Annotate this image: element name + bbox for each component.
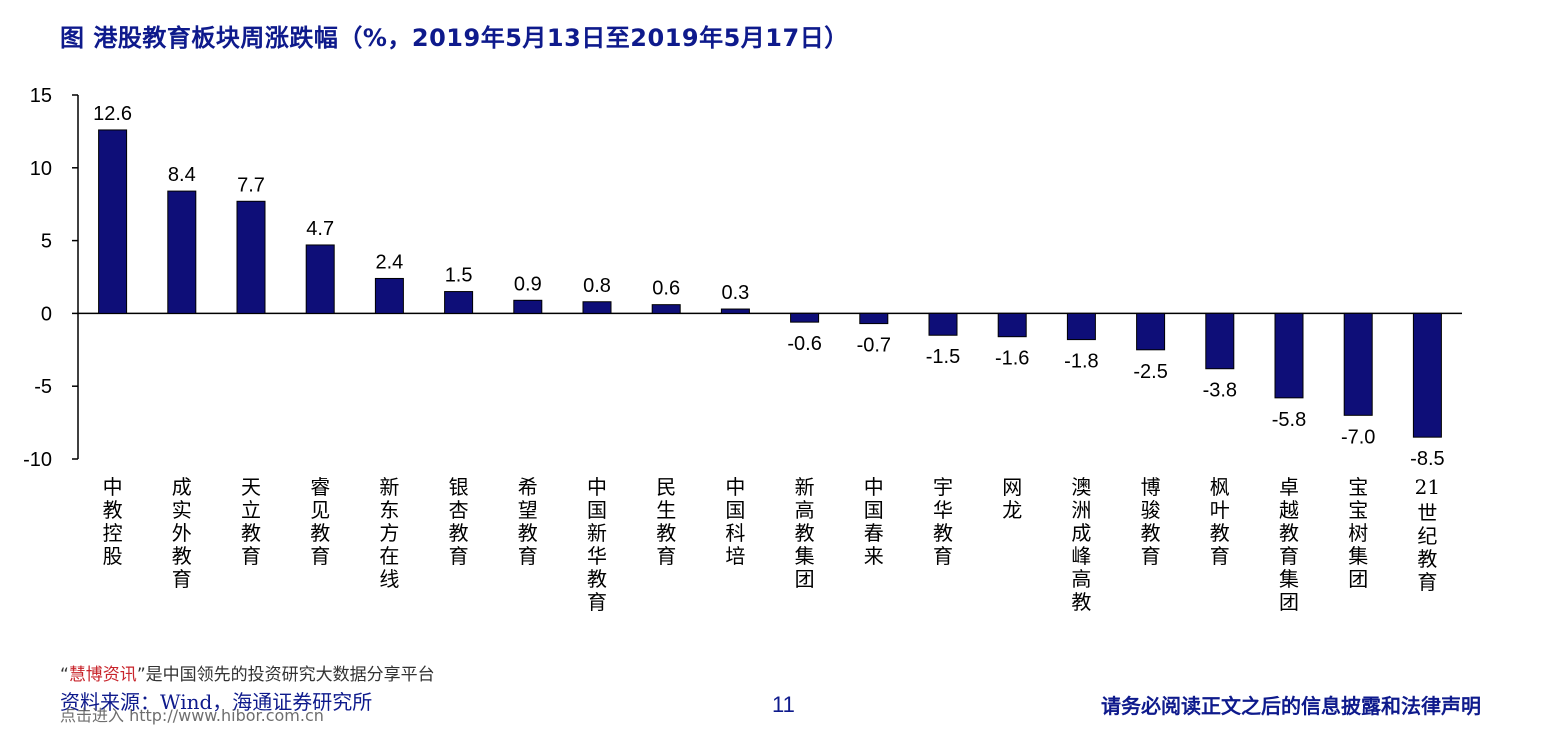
data-label: 0.8: [583, 275, 611, 297]
bar-chart: 15 10 5 0 -5 -10 12.6 中教控股 8.4 成实外教育 7.7 天立教育 4.7 睿见…: [23, 85, 1462, 614]
bar: [582, 301, 612, 314]
data-label: -1.6: [995, 348, 1029, 370]
category-label: 卓越教育集团: [1279, 475, 1299, 614]
category-label: 中国新华教育: [587, 475, 607, 614]
y-tick-label: 15: [30, 85, 52, 107]
category-label: 宇华教育: [933, 475, 953, 568]
watermark-text: 是中国领先的投资研究大数据分享平台: [145, 665, 435, 685]
data-label: -2.5: [1133, 361, 1167, 383]
category-label: 宝宝树集团: [1348, 475, 1368, 591]
bar: [236, 200, 266, 314]
category-label: 银杏教育: [449, 475, 469, 568]
bar: [167, 190, 197, 314]
bar: [374, 277, 404, 314]
y-tick-label: -10: [23, 449, 52, 471]
watermark-quote-open: “: [60, 665, 69, 685]
category-label: 中国科培: [725, 475, 745, 568]
category-label: 新东方在线: [379, 475, 399, 591]
chart-title: 图 港股教育板块周涨跌幅（%，2019年5月13日至2019年5月17日）: [60, 24, 849, 52]
category-label: 新高教集团: [795, 475, 815, 591]
bar: [1066, 312, 1096, 341]
category-label: 希望教育: [518, 475, 538, 568]
data-label: -0.7: [857, 335, 891, 357]
data-label: 0.3: [721, 282, 749, 304]
watermark-quote-close: ”: [136, 665, 146, 685]
bars: [98, 129, 1442, 438]
bar: [720, 308, 750, 314]
data-label: 4.7: [306, 218, 334, 240]
category-label: 网龙: [1002, 475, 1022, 522]
bar: [444, 291, 474, 314]
category-label: 睿见教育: [310, 475, 330, 568]
page-number: 11: [772, 692, 795, 717]
labels: 12.6 中教控股 8.4 成实外教育 7.7 天立教育 4.7 睿见教育 2.4 新东方在线 1.…: [93, 103, 1445, 614]
bar: [1343, 312, 1373, 416]
category-label: 天立教育: [241, 475, 261, 568]
disclaimer: 请务必阅读正文之后的信息披露和法律声明: [1101, 694, 1481, 718]
data-label: -8.5: [1410, 448, 1444, 470]
data-label: -0.6: [787, 333, 821, 355]
bar: [651, 304, 681, 314]
watermark-brand: 慧博资讯: [68, 665, 137, 685]
y-tick-label: 5: [41, 231, 52, 253]
bar: [513, 299, 543, 314]
data-label: 2.4: [375, 251, 403, 273]
data-label: -3.8: [1203, 380, 1237, 402]
bar: [98, 129, 128, 314]
source-note: 资料来源：Wind，海通证券研究所: [60, 690, 373, 714]
category-label: 中国春来: [864, 475, 884, 568]
bar: [305, 244, 335, 314]
data-label: -5.8: [1272, 409, 1306, 431]
bar: [1412, 312, 1442, 438]
data-label: 1.5: [445, 265, 473, 287]
bar: [859, 312, 889, 325]
bar: [1136, 312, 1166, 351]
category-label: 澳洲成峰高教: [1071, 475, 1091, 614]
data-label: 0.9: [514, 273, 542, 295]
category-label: 中教控股: [103, 475, 123, 568]
watermark-line: “慧博资讯”是中国领先的投资研究大数据分享平台: [60, 660, 435, 685]
data-label: -1.5: [926, 346, 960, 368]
category-label: 民生教育: [656, 475, 676, 568]
bar: [1274, 312, 1304, 399]
category-label: 成实外教育: [172, 475, 192, 591]
data-label: 0.6: [652, 278, 680, 300]
data-label: 7.7: [237, 174, 265, 196]
bar: [928, 312, 958, 336]
watermark-link[interactable]: 点击进入 http://www.hibor.com.cn: [60, 706, 324, 725]
data-label: 12.6: [93, 103, 132, 125]
y-tick-label: -5: [34, 376, 52, 398]
data-label: -7.0: [1341, 426, 1375, 448]
data-label: -1.8: [1064, 351, 1098, 373]
data-label: 8.4: [168, 164, 196, 186]
bar: [997, 312, 1027, 338]
category-label: 枫叶教育: [1210, 475, 1230, 568]
y-tick-label: 10: [30, 158, 52, 180]
category-label: 21 世纪教育: [1415, 475, 1440, 594]
y-tick-label: 0: [41, 303, 52, 325]
bar: [790, 312, 820, 323]
category-label: 博骏教育: [1141, 475, 1161, 568]
bar: [1205, 312, 1235, 370]
